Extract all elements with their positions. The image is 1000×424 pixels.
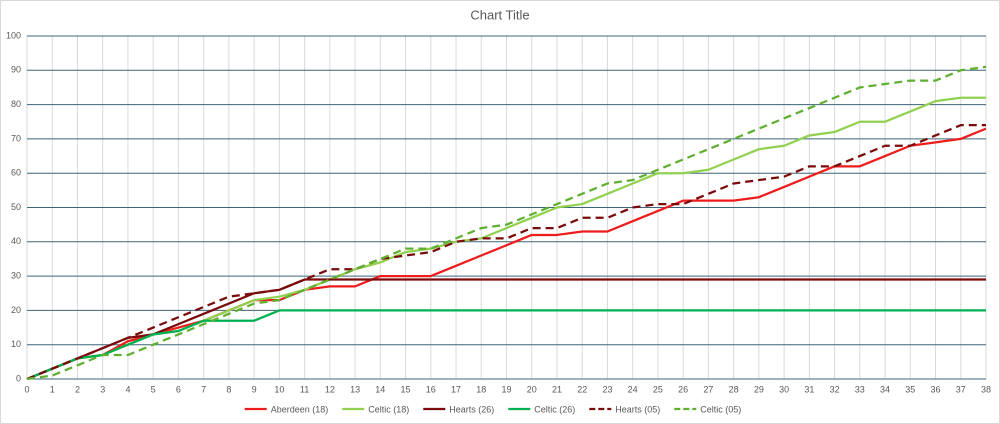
x-tick-label: 38 [981, 384, 991, 394]
x-tick-label: 4 [125, 384, 130, 394]
x-tick-label: 18 [476, 384, 486, 394]
x-tick-label: 25 [653, 384, 663, 394]
series-line [26, 65, 987, 381]
legend-label: Celtic (18) [368, 404, 409, 414]
x-tick-label: 26 [678, 384, 688, 394]
legend-label: Aberdeen (18) [271, 404, 329, 414]
legend-label: Celtic (05) [700, 404, 741, 414]
x-tick-label: 22 [577, 384, 587, 394]
series-line [26, 309, 986, 381]
x-tick-label: 10 [274, 384, 284, 394]
x-tick-label: 7 [201, 384, 206, 394]
x-tick-label: 11 [300, 384, 309, 394]
y-tick-label: 40 [11, 236, 21, 246]
legend-label: Hearts (05) [615, 404, 660, 414]
y-tick-label: 30 [11, 270, 21, 280]
x-tick-label: 1 [50, 384, 55, 394]
x-tick-label: 24 [628, 384, 638, 394]
y-tick-label: 90 [11, 65, 21, 75]
x-tick-label: 6 [176, 384, 181, 394]
chart-title: Chart Title [470, 7, 529, 22]
x-tick-label: 19 [501, 384, 511, 394]
x-tick-label: 23 [602, 384, 612, 394]
x-tick-label: 14 [375, 384, 385, 394]
y-tick-label: 20 [11, 305, 21, 315]
x-tick-label: 15 [401, 384, 411, 394]
series-line [26, 124, 986, 381]
x-tick-label: 0 [24, 384, 29, 394]
x-tick-label: 30 [779, 384, 789, 394]
x-tick-label: 34 [880, 384, 890, 394]
x-tick-label: 32 [830, 384, 840, 394]
x-tick-label: 12 [325, 384, 335, 394]
y-tick-label: 80 [11, 99, 21, 109]
x-tick-label: 31 [804, 384, 814, 394]
x-tick-label: 16 [426, 384, 436, 394]
x-tick-label: 3 [100, 384, 105, 394]
legend-label: Celtic (26) [534, 404, 575, 414]
x-tick-label: 37 [956, 384, 966, 394]
x-tick-label: 29 [754, 384, 764, 394]
y-tick-label: 10 [11, 339, 21, 349]
legend-label: Hearts (26) [449, 404, 494, 414]
x-tick-label: 13 [350, 384, 360, 394]
y-tick-label: 70 [11, 133, 21, 143]
x-tick-label: 2 [75, 384, 80, 394]
x-tick-label: 8 [226, 384, 231, 394]
x-tick-label: 9 [252, 384, 257, 394]
x-tick-label: 20 [527, 384, 537, 394]
series-line [26, 127, 987, 381]
x-tick-label: 36 [931, 384, 941, 394]
x-tick-label: 21 [552, 384, 562, 394]
y-tick-label: 50 [11, 202, 21, 212]
x-tick-label: 28 [729, 384, 739, 394]
y-tick-label: 60 [11, 168, 21, 178]
x-tick-label: 33 [855, 384, 865, 394]
y-tick-label: 100 [6, 30, 21, 40]
x-tick-label: 5 [151, 384, 156, 394]
x-tick-label: 27 [703, 384, 713, 394]
series-line [26, 278, 986, 381]
x-tick-label: 35 [905, 384, 915, 394]
y-tick-label: 0 [16, 373, 21, 383]
x-tick-label: 17 [451, 384, 461, 394]
